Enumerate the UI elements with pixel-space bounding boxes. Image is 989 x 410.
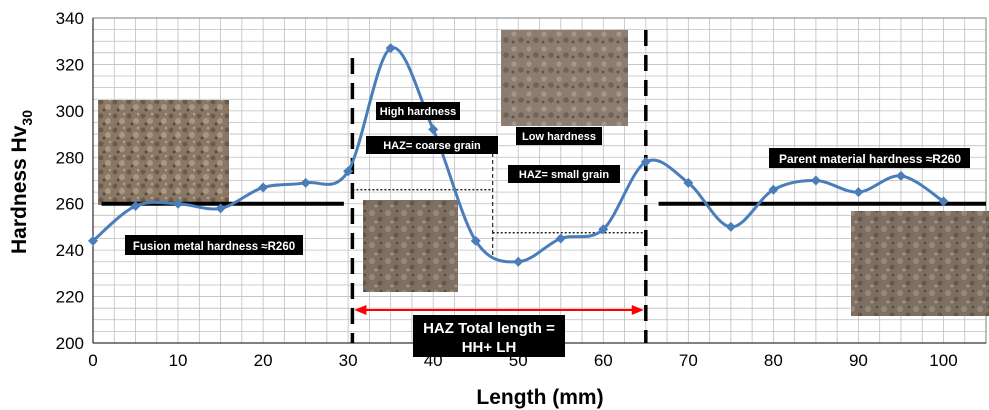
label-haz-small: HAZ= small grain bbox=[508, 165, 620, 183]
data-point-marker bbox=[895, 170, 906, 181]
label-haz-total-length: HAZ Total length = HH+ LH bbox=[413, 315, 565, 357]
svg-text:Low hardness: Low hardness bbox=[522, 131, 596, 143]
data-point-marker bbox=[343, 166, 354, 177]
micrograph-haz-small bbox=[501, 30, 628, 126]
data-point-marker bbox=[300, 177, 311, 188]
data-point-marker bbox=[88, 235, 98, 246]
x-tick-label: 100 bbox=[929, 351, 957, 370]
data-point-marker bbox=[640, 156, 651, 167]
label-parent-material: Parent material hardness ≈R260 bbox=[769, 148, 970, 168]
y-tick-labels: 200 220 240 260 280 300 320 340 bbox=[56, 9, 84, 353]
hardness-series-line bbox=[92, 46, 945, 264]
label-low-hardness: Low hardness bbox=[516, 127, 602, 145]
svg-text:High hardness: High hardness bbox=[380, 106, 456, 118]
data-point-marker bbox=[428, 124, 439, 135]
svg-text:HAZ Total length =: HAZ Total length = bbox=[423, 320, 555, 337]
svg-text:HAZ= coarse grain: HAZ= coarse grain bbox=[383, 140, 481, 152]
svg-text:HH+ LH: HH+ LH bbox=[462, 339, 517, 356]
data-point-marker bbox=[810, 175, 821, 186]
x-tick-label: 90 bbox=[849, 351, 868, 370]
y-tick-label: 280 bbox=[56, 148, 84, 167]
label-haz-coarse: HAZ= coarse grain bbox=[366, 136, 498, 154]
hardness-series-markers bbox=[88, 43, 949, 267]
svg-text:Fusion metal hardness ≈R260: Fusion metal hardness ≈R260 bbox=[133, 241, 295, 253]
svg-text:HAZ= small grain: HAZ= small grain bbox=[519, 169, 609, 181]
svg-text:Parent material hardness ≈R260: Parent material hardness ≈R260 bbox=[779, 152, 961, 166]
y-axis-title: Hardness Hv30 bbox=[8, 110, 35, 254]
data-point-marker bbox=[725, 221, 736, 232]
micrograph-haz-coarse bbox=[363, 200, 458, 292]
data-point-marker bbox=[215, 203, 226, 214]
micrograph-parent-material bbox=[851, 211, 989, 316]
arrow-head-left bbox=[354, 305, 367, 315]
x-axis-title: Length (mm) bbox=[476, 386, 603, 409]
data-point-marker bbox=[853, 187, 864, 198]
x-tick-label: 0 bbox=[88, 351, 97, 370]
data-point-marker bbox=[683, 177, 694, 188]
x-tick-label: 10 bbox=[169, 351, 188, 370]
label-high-hardness: High hardness bbox=[376, 102, 460, 120]
data-point-marker bbox=[768, 184, 779, 195]
y-tick-label: 220 bbox=[56, 288, 84, 307]
data-point-marker bbox=[470, 235, 481, 246]
y-tick-label: 340 bbox=[56, 9, 84, 28]
y-tick-label: 200 bbox=[56, 334, 84, 353]
x-tick-label: 20 bbox=[254, 351, 273, 370]
x-tick-label: 70 bbox=[679, 351, 698, 370]
data-point-marker bbox=[938, 196, 949, 207]
micrograph-fusion-zone bbox=[98, 100, 229, 205]
y-tick-label: 240 bbox=[56, 241, 84, 260]
data-point-marker bbox=[513, 256, 524, 267]
data-point-marker bbox=[385, 43, 396, 54]
data-point-marker bbox=[258, 182, 269, 193]
x-tick-label: 60 bbox=[594, 351, 613, 370]
y-tick-label: 260 bbox=[56, 195, 84, 214]
y-tick-label: 320 bbox=[56, 55, 84, 74]
x-tick-label: 30 bbox=[339, 351, 358, 370]
reference-lines bbox=[101, 30, 986, 343]
data-point-marker bbox=[555, 233, 566, 244]
label-fusion-metal: Fusion metal hardness ≈R260 bbox=[125, 235, 303, 255]
data-point-marker bbox=[598, 224, 609, 235]
x-tick-labels: 0 10 20 30 40 50 60 70 80 90 100 bbox=[88, 351, 957, 370]
data-point-marker bbox=[173, 198, 184, 209]
arrow-head-right bbox=[631, 305, 644, 315]
data-point-marker bbox=[130, 201, 141, 212]
x-tick-label: 80 bbox=[764, 351, 783, 370]
y-tick-label: 300 bbox=[56, 102, 84, 121]
